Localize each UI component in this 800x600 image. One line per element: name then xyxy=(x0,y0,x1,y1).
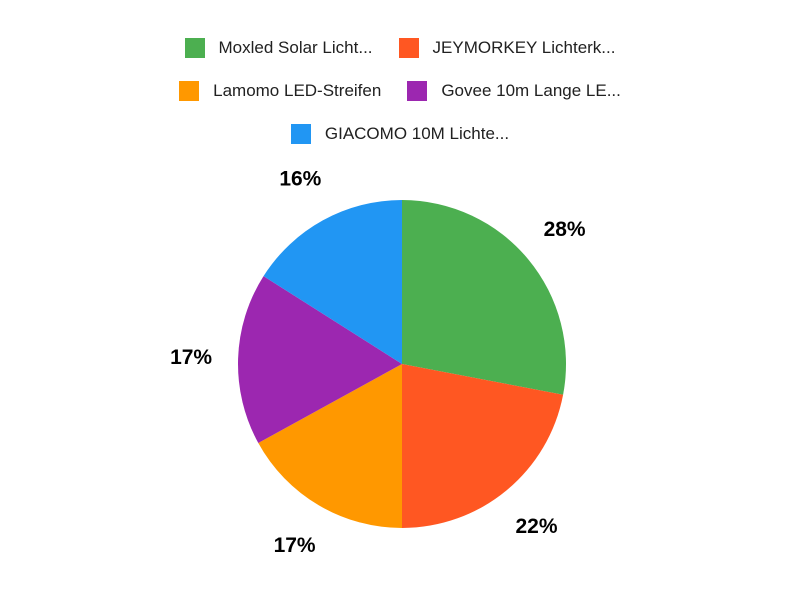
legend-label-lamomo: Lamomo LED-Streifen xyxy=(213,81,382,100)
percent-label-4: 17% xyxy=(170,346,212,369)
percent-label-3: 17% xyxy=(274,534,316,557)
pie-slice-3[interactable] xyxy=(258,364,402,528)
pie-slice-4[interactable] xyxy=(237,276,402,444)
legend-item-giacomo[interactable]: GIACOMO 10M Lichte... xyxy=(290,124,510,144)
legend-label-jeymorkey: JEYMORKEY Lichterk... xyxy=(432,38,616,57)
legend-item-lamomo[interactable]: Lamomo LED-Streifen xyxy=(179,81,381,101)
legend-row-1: Moxled Solar Licht... JEYMORKEY Lichterk… xyxy=(184,38,616,58)
pie-slice-5[interactable] xyxy=(263,200,402,364)
percent-label-5: 16% xyxy=(279,168,321,191)
percent-label-2: 22% xyxy=(515,515,557,538)
legend-label-govee: Govee 10m Lange LE... xyxy=(441,81,621,100)
legend-label-moxled: Moxled Solar Licht... xyxy=(218,38,373,57)
legend-label-giacomo: GIACOMO 10M Lichte... xyxy=(324,124,510,143)
legend-item-jeymorkey[interactable]: JEYMORKEY Lichterk... xyxy=(398,38,616,58)
legend-swatch-deep-orange-icon xyxy=(398,38,419,58)
legend-item-govee[interactable]: Govee 10m Lange LE... xyxy=(407,81,621,101)
legend-row-2: Lamomo LED-Streifen Govee 10m Lange LE..… xyxy=(179,81,621,101)
legend-swatch-purple-icon xyxy=(407,81,428,101)
legend: Moxled Solar Licht... JEYMORKEY Lichterk… xyxy=(0,38,800,144)
legend-item-moxled[interactable]: Moxled Solar Licht... xyxy=(184,38,373,58)
pie-slice-2[interactable] xyxy=(402,364,564,528)
pie-slice-1[interactable] xyxy=(402,200,566,395)
legend-swatch-blue-icon xyxy=(290,124,311,144)
legend-row-3: GIACOMO 10M Lichte... xyxy=(290,124,510,144)
percent-label-1: 28% xyxy=(544,218,586,241)
legend-swatch-green-icon xyxy=(184,38,205,58)
legend-swatch-orange-icon xyxy=(179,81,200,101)
